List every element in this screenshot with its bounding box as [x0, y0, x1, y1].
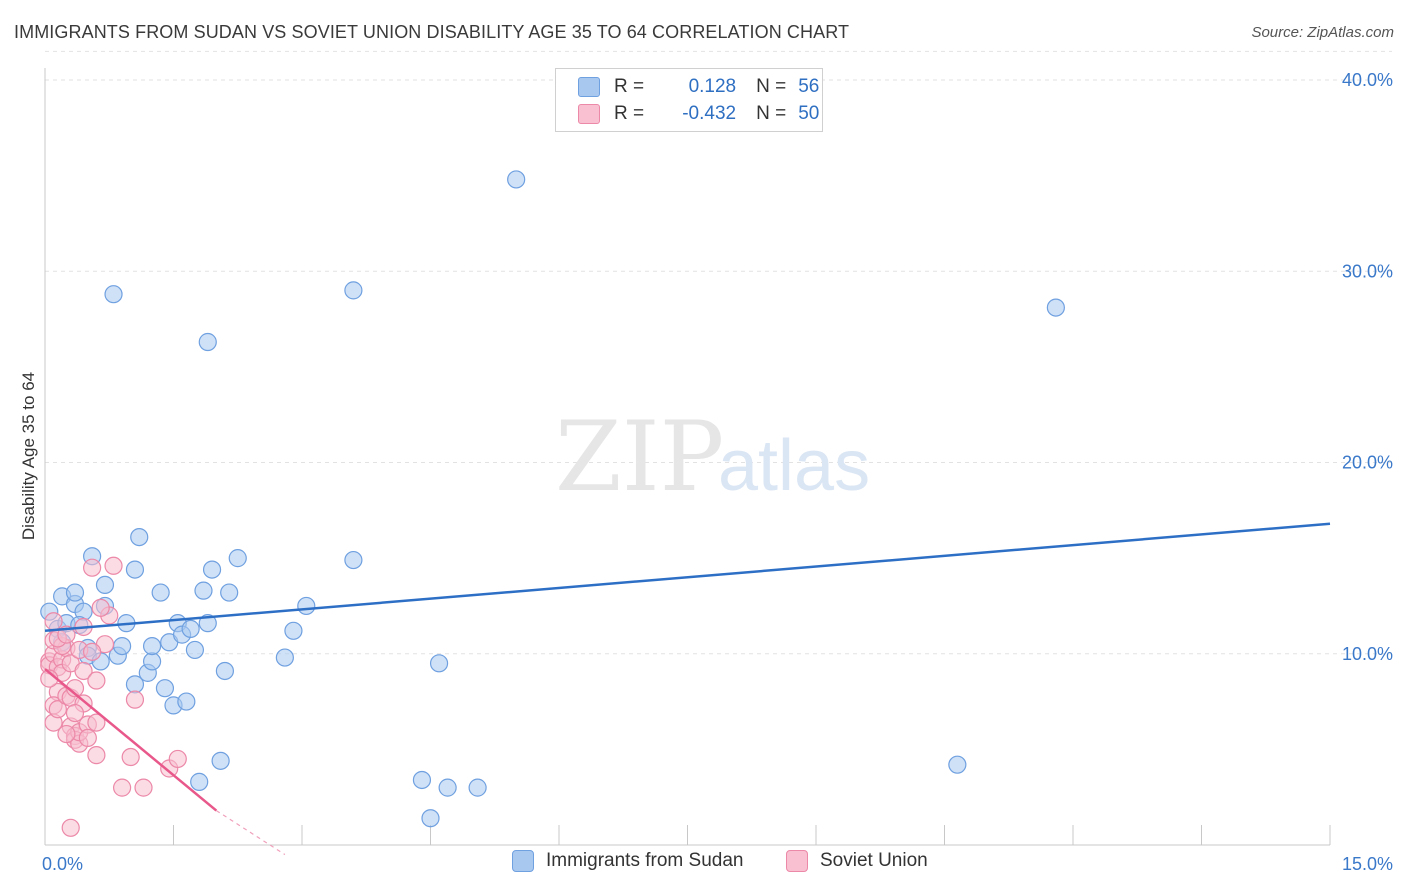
- point-soviet: [87, 671, 106, 690]
- point-sudan: [344, 550, 363, 570]
- point-sudan: [95, 575, 115, 595]
- point-sudan: [151, 583, 170, 602]
- watermark-atlas: atlas: [718, 426, 870, 506]
- point-sudan: [142, 636, 162, 656]
- legend-r-value: 0.128: [688, 76, 737, 97]
- point-soviet: [168, 749, 187, 769]
- point-sudan: [1046, 298, 1065, 317]
- point-sudan: [284, 621, 303, 640]
- point-soviet: [83, 558, 102, 577]
- point-soviet: [65, 703, 85, 723]
- chart-title: IMMIGRANTS FROM SUDAN VS SOVIET UNION DI…: [14, 22, 850, 42]
- x-tick-labels: 0.0% 15.0%: [42, 854, 1393, 874]
- point-soviet: [57, 724, 76, 744]
- legend: R = 0.128 N = 56 R = -0.432 N = 50: [555, 68, 823, 132]
- legend-n-value: 56: [798, 76, 820, 97]
- x-tick-label: 15.0%: [1342, 854, 1393, 874]
- bottom-legend-sudan: Immigrants from Sudan: [512, 850, 743, 872]
- x-tick-label: 0.0%: [42, 854, 83, 874]
- legend-n-label: N =: [756, 76, 787, 97]
- point-sudan: [948, 755, 967, 774]
- point-sudan: [468, 778, 487, 797]
- point-sudan: [344, 281, 363, 300]
- bottom-legend-label-soviet: Soviet Union: [820, 850, 928, 871]
- trend-line-soviet-extension: [216, 810, 286, 856]
- point-sudan: [104, 285, 123, 304]
- point-soviet: [91, 598, 110, 617]
- legend-r-value: -0.432: [682, 103, 737, 124]
- point-sudan: [228, 549, 247, 568]
- point-soviet: [134, 778, 153, 797]
- point-sudan: [215, 661, 234, 681]
- y-tick-label: 10.0%: [1342, 644, 1393, 664]
- point-sudan: [421, 809, 440, 828]
- legend-r-label: R =: [614, 103, 645, 124]
- point-sudan: [155, 679, 175, 698]
- point-soviet: [61, 818, 80, 837]
- point-sudan: [429, 654, 449, 673]
- chart-source: Source: ZipAtlas.com: [1251, 24, 1394, 41]
- point-sudan: [438, 778, 457, 797]
- point-sudan: [142, 652, 162, 671]
- point-soviet: [104, 556, 123, 575]
- y-tick-labels: 10.0% 20.0% 30.0% 40.0%: [1342, 70, 1393, 664]
- point-sudan: [125, 560, 145, 579]
- point-soviet: [74, 661, 93, 681]
- point-sudan: [130, 527, 149, 547]
- bottom-legend-swatch-sudan: [512, 850, 534, 872]
- point-sudan: [297, 596, 316, 616]
- trend-line-soviet: [44, 668, 218, 812]
- y-tick-label: 30.0%: [1342, 261, 1393, 281]
- legend-row-sudan: R = 0.128 N = 56: [578, 75, 819, 99]
- point-sudan: [202, 560, 222, 579]
- axes: [44, 68, 1331, 846]
- point-sudan: [198, 614, 217, 633]
- trend-lines: [44, 522, 1331, 856]
- point-soviet: [125, 690, 145, 709]
- point-soviet: [87, 713, 106, 732]
- grid-lines: [45, 50, 1392, 655]
- legend-swatch-sudan: [578, 77, 600, 97]
- point-sudan: [112, 636, 132, 656]
- point-soviet: [78, 728, 97, 748]
- point-sudan: [65, 583, 85, 602]
- bottom-legend-swatch-soviet: [786, 850, 808, 872]
- watermark-zip: ZIP: [555, 401, 724, 513]
- y-axis-label: Disability Age 35 to 64: [19, 372, 38, 540]
- y-tick-label: 20.0%: [1342, 453, 1393, 473]
- legend-r-label: R =: [614, 76, 645, 97]
- point-soviet: [87, 746, 106, 765]
- legend-row-soviet: R = -0.432 N = 50: [578, 102, 819, 126]
- point-soviet: [112, 778, 132, 797]
- point-sudan: [194, 581, 213, 600]
- point-sudan: [275, 648, 294, 667]
- point-soviet: [44, 612, 63, 631]
- bottom-legend: Immigrants from Sudan Soviet Union: [0, 850, 1406, 878]
- point-sudan: [190, 772, 209, 791]
- trend-line-sudan: [44, 522, 1331, 633]
- point-soviet: [48, 700, 67, 719]
- legend-n-value: 50: [798, 103, 820, 124]
- point-sudan: [185, 640, 205, 660]
- point-sudan: [211, 751, 230, 770]
- y-tick-label: 40.0%: [1342, 70, 1393, 90]
- point-sudan: [181, 619, 200, 638]
- point-sudan: [198, 332, 217, 352]
- point-sudan: [177, 692, 196, 711]
- data-points: [40, 170, 1065, 837]
- point-sudan: [507, 170, 526, 189]
- bottom-legend-soviet: Soviet Union: [786, 850, 928, 872]
- point-soviet: [83, 642, 102, 661]
- point-sudan: [220, 583, 239, 602]
- bottom-legend-label-sudan: Immigrants from Sudan: [546, 850, 744, 871]
- legend-n-label: N =: [756, 103, 787, 124]
- legend-swatch-soviet: [578, 104, 600, 124]
- point-soviet: [121, 747, 140, 767]
- point-sudan: [412, 770, 432, 790]
